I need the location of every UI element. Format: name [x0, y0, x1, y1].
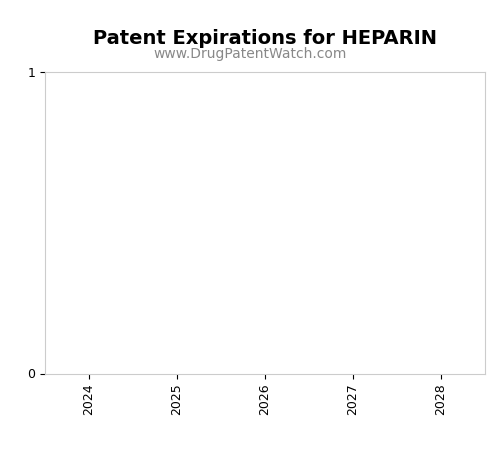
- Text: www.DrugPatentWatch.com: www.DrugPatentWatch.com: [154, 47, 346, 61]
- Title: Patent Expirations for HEPARIN: Patent Expirations for HEPARIN: [93, 29, 437, 48]
